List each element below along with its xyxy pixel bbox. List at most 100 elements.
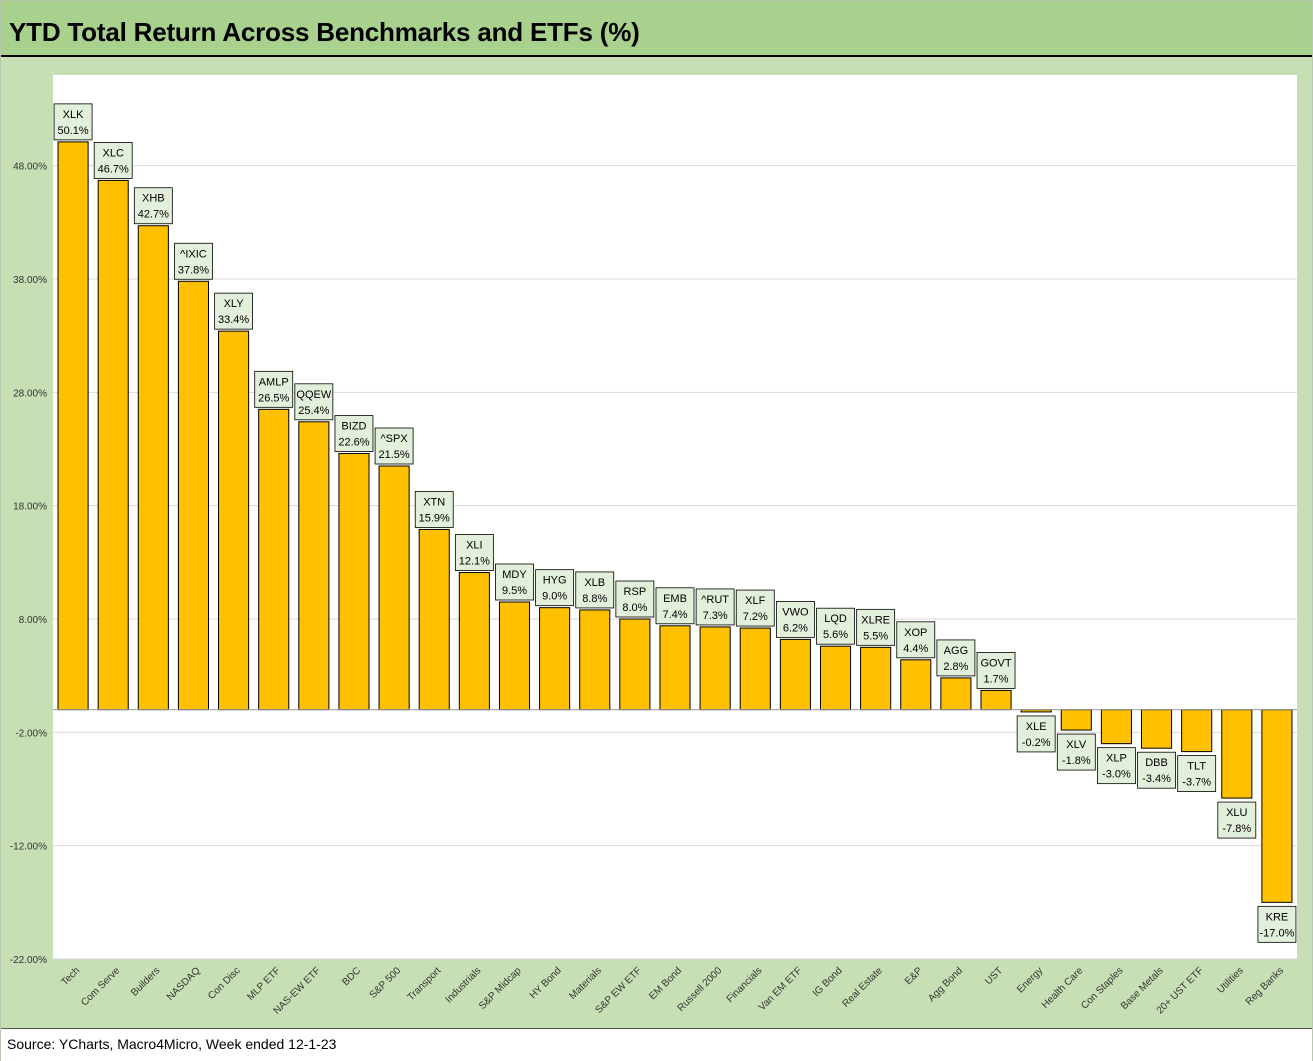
data-label-box [1016, 715, 1056, 753]
ticker-label: XLE [1026, 721, 1047, 733]
x-tick-label: EM Bond [647, 965, 684, 1002]
y-tick-label: 8.00% [19, 615, 47, 626]
data-label-box [454, 534, 494, 571]
y-tick-label: -22.00% [10, 955, 47, 966]
y-tick-label: 18.00% [13, 502, 47, 513]
value-label: 50.1% [57, 125, 88, 137]
value-label: 7.2% [743, 611, 768, 623]
data-label-box [1257, 905, 1297, 943]
data-label-box [575, 571, 615, 609]
ticker-label: XLB [584, 577, 605, 589]
x-tick-label: HY Bond [528, 965, 564, 1001]
x-tick-label: Con Disc [206, 965, 242, 1001]
y-tick-label: 48.00% [13, 162, 47, 173]
value-label: 9.5% [502, 585, 527, 597]
bar [1181, 709, 1213, 753]
bar [458, 572, 490, 711]
bar [137, 225, 169, 711]
ticker-label: ^IXIC [180, 248, 207, 260]
value-label: 21.5% [378, 449, 409, 461]
x-tick-label: Van EM ETF [757, 965, 805, 1013]
bar [378, 465, 410, 711]
data-label-box [495, 563, 534, 601]
value-label: 4.4% [903, 643, 928, 655]
data-label-box [1137, 751, 1176, 789]
bar [1141, 709, 1173, 749]
x-tick-label: Reg Banks [1244, 965, 1286, 1007]
value-label: 6.2% [783, 622, 808, 634]
data-label-box [53, 103, 93, 141]
x-tick-label: Industrials [443, 965, 483, 1005]
bar [218, 330, 250, 711]
ticker-label: BIZD [341, 421, 366, 433]
x-tick-label: MLP ETF [245, 965, 283, 1003]
bar [779, 638, 811, 711]
bar [699, 626, 731, 711]
ticker-label: VWO [782, 606, 809, 618]
ticker-label: GOVT [980, 657, 1011, 669]
ticker-label: MDY [502, 569, 527, 581]
chart-area: 48.00% 38.00% 28.00% 18.00% 8.00% -2.00% -12.0… [1, 57, 1312, 1027]
x-tick-label: NASDAQ [165, 965, 203, 1003]
ticker-label: XLV [1066, 739, 1087, 751]
value-label: 9.0% [542, 591, 567, 603]
data-label-box [1177, 755, 1217, 792]
ticker-label: EMB [663, 593, 687, 605]
ticker-label: ^RUT [701, 594, 729, 606]
ticker-label: XLP [1106, 753, 1127, 765]
bar [1261, 709, 1293, 903]
value-label: 1.7% [983, 673, 1008, 685]
bar [1221, 709, 1253, 799]
x-tick-label: Utilities [1215, 965, 1246, 996]
value-label: 5.6% [823, 629, 848, 641]
value-label: 7.3% [703, 610, 728, 622]
data-label-box [976, 652, 1016, 689]
value-label: -7.8% [1222, 823, 1251, 835]
data-label-box [133, 187, 173, 225]
data-label-box [374, 427, 414, 465]
value-label: -0.2% [1022, 737, 1051, 749]
ticker-label: XLC [102, 147, 123, 159]
bar-chart: 48.00% 38.00% 28.00% 18.00% 8.00% -2.00% -12.0… [10, 75, 1297, 1017]
bar [1060, 709, 1092, 731]
bar [739, 627, 771, 711]
ticker-label: HYG [543, 575, 567, 587]
x-tick-label: UST [983, 965, 1005, 987]
value-label: 33.4% [218, 314, 249, 326]
bar [900, 659, 932, 711]
bar [579, 609, 611, 711]
bar [1100, 709, 1132, 745]
value-label: 12.1% [459, 556, 490, 568]
x-tick-label: Builders [129, 965, 162, 998]
ticker-label: XHB [142, 193, 165, 205]
value-label: 8.8% [582, 593, 607, 605]
ticker-label: RSP [624, 586, 647, 598]
ticker-label: XOP [904, 627, 927, 639]
x-tick-label: Materials [567, 965, 603, 1001]
bar [97, 179, 129, 711]
data-label-box [856, 608, 896, 646]
ticker-label: ^SPX [381, 433, 409, 445]
bar [659, 625, 691, 711]
data-label-box [775, 601, 815, 638]
footer: Source: YCharts, Macro4Micro, Week ended… [1, 1028, 1312, 1061]
x-tick-label: Transport [406, 965, 444, 1003]
data-label-box [816, 607, 855, 645]
value-label: 2.8% [943, 661, 968, 673]
bar [338, 453, 370, 711]
ticker-label: DBB [1145, 757, 1168, 769]
data-label-box [174, 242, 213, 280]
data-label-box [1097, 747, 1136, 785]
ticker-label: LQD [824, 613, 847, 625]
y-tick-label: -12.00% [10, 842, 47, 853]
ticker-label: AMLP [259, 376, 289, 388]
bar [57, 141, 89, 711]
ticker-label: XTN [423, 496, 445, 508]
bar [498, 601, 531, 711]
data-label-box [294, 383, 334, 421]
title-bar: YTD Total Return Across Benchmarks and E… [1, 1, 1312, 57]
page-title: YTD Total Return Across Benchmarks and E… [9, 17, 640, 47]
value-label: 37.8% [178, 264, 209, 276]
bar [619, 618, 651, 711]
ticker-label: XLI [466, 540, 483, 552]
